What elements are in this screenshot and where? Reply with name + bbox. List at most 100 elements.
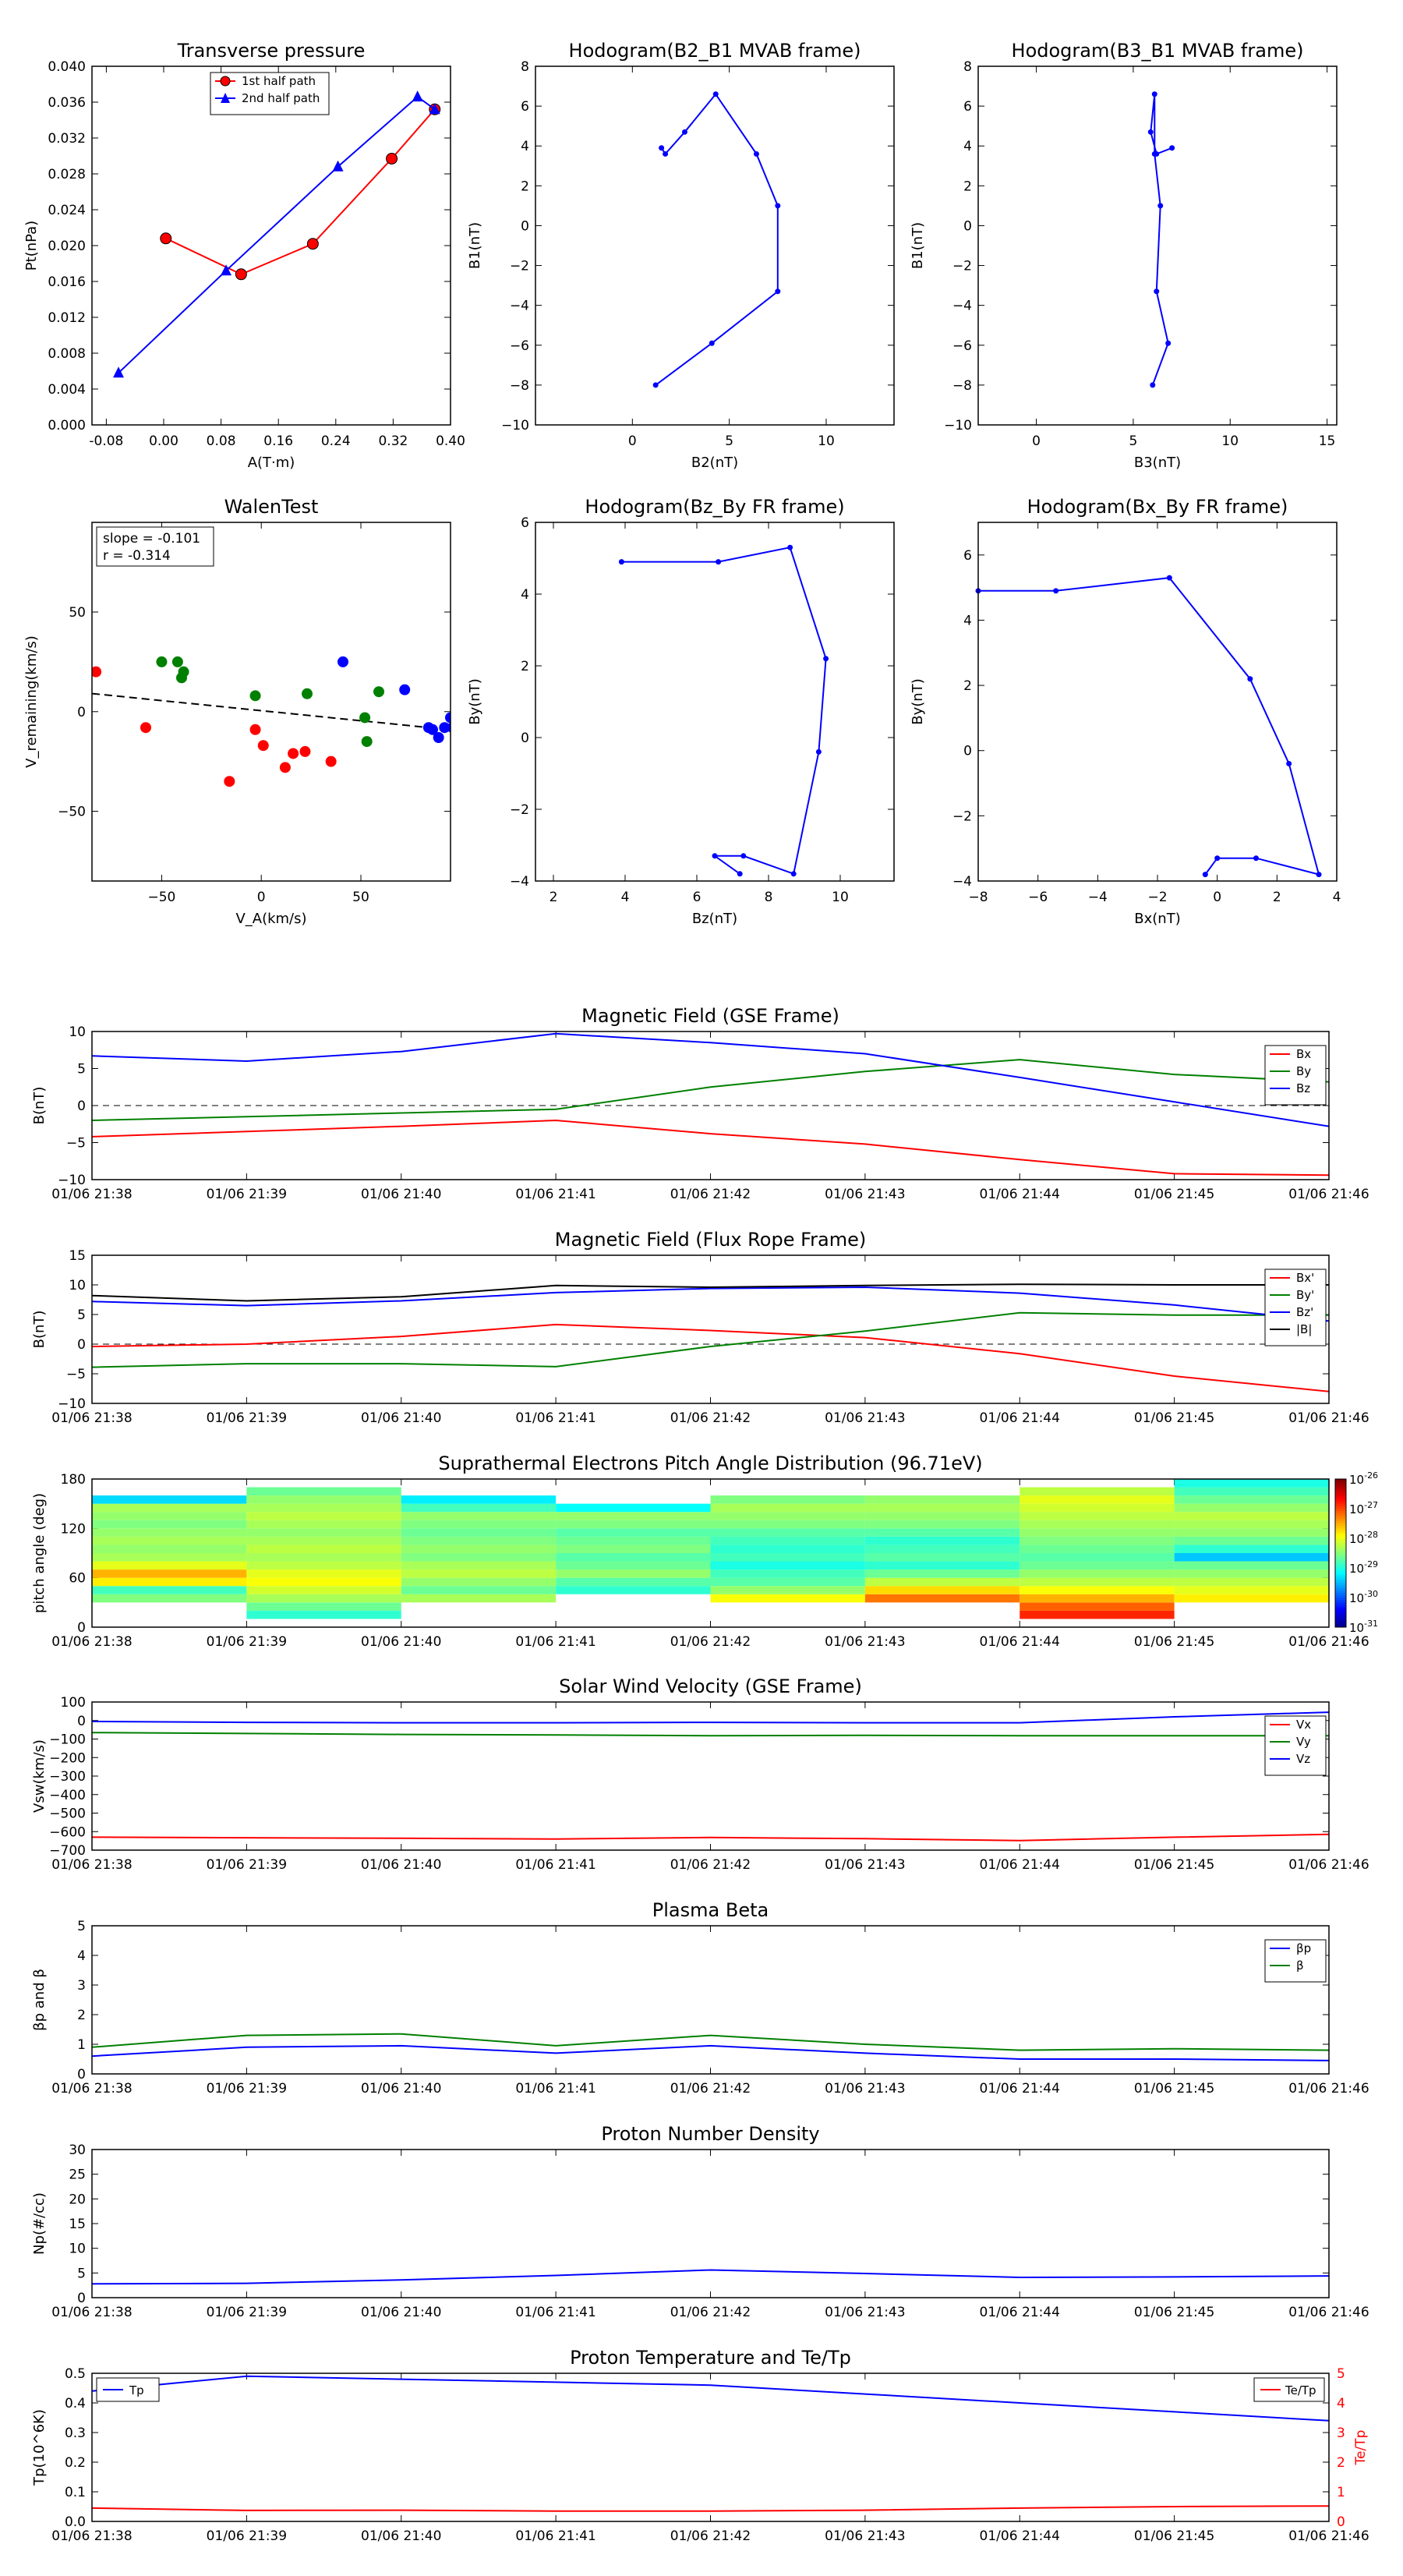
colorbar-segment (1335, 1538, 1346, 1541)
legend-box (1264, 1715, 1327, 1776)
x-tick-label: 01/06 21:44 (980, 1857, 1060, 1873)
heatmap-cell (864, 1553, 1020, 1562)
colorbar-segment (1335, 1605, 1346, 1608)
colorbar-tick-base: 10 (1349, 1502, 1364, 1516)
x-tick-label: 01/06 21:43 (825, 1410, 905, 1426)
heatmap-cell (246, 1487, 401, 1496)
heatmap-cell (556, 1520, 711, 1529)
x-tick-label: 01/06 21:45 (1134, 2081, 1214, 2097)
x-tick-label: 2 (550, 890, 558, 905)
y-tick-label: 0.5 (65, 2366, 86, 2382)
x-tick-label: 01/06 21:38 (51, 1634, 132, 1650)
chart-title: Solar Wind Velocity (GSE Frame) (559, 1675, 862, 1697)
x-tick-label: 01/06 21:38 (51, 2528, 132, 2544)
data-point (1202, 872, 1208, 878)
x-tick-label: 01/06 21:44 (980, 1410, 1060, 1426)
data-point (299, 745, 311, 757)
x-tick-label: 15 (1319, 433, 1336, 449)
y-tick-label: 0 (963, 744, 972, 759)
x-tick-label: 01/06 21:38 (51, 1410, 132, 1426)
data-point (1151, 91, 1157, 97)
data-point (92, 666, 102, 678)
y-tick-label: 8 (521, 59, 529, 75)
heatmap-cell (246, 1594, 401, 1603)
data-point (737, 871, 743, 877)
chart-title: Hodogram(Bx_By FR frame) (1027, 496, 1288, 518)
heatmap-cell (1174, 1503, 1329, 1513)
x-tick-label: 01/06 21:43 (825, 1857, 905, 1873)
heatmap-cell (556, 1561, 711, 1570)
heatmap-cell (1020, 1586, 1175, 1594)
heatmap-cell (401, 1561, 557, 1570)
fit-line (92, 692, 451, 731)
y-tick-label: 5 (77, 2266, 86, 2281)
heatmap-cell (556, 1545, 711, 1553)
data-point (412, 90, 423, 102)
y-tick-label: −50 (58, 805, 86, 820)
x-tick-label: −2 (1147, 890, 1167, 905)
y-axis-label: V_remaining(km/s) (23, 635, 40, 768)
colorbar-segment (1335, 1587, 1346, 1591)
x-tick-label: 01/06 21:40 (361, 2081, 441, 2097)
y2-axis-label: Te/Tp (1353, 2430, 1369, 2466)
colorbar-tick-base: 10 (1349, 1591, 1364, 1605)
colorbar-segment (1335, 1488, 1346, 1492)
x-tick-label: 01/06 21:45 (1134, 1187, 1214, 1202)
heatmap-cell (556, 1569, 711, 1578)
colorbar-segment (1335, 1585, 1346, 1588)
y-tick-label: 0.032 (48, 131, 86, 147)
x-tick-label: 6 (693, 890, 702, 905)
data-point (224, 776, 235, 787)
chart-title: Magnetic Field (GSE Frame) (581, 1005, 839, 1027)
plot-frame (91, 1925, 1330, 2075)
x-tick-label: 01/06 21:43 (825, 2305, 905, 2320)
data-point (712, 91, 719, 97)
x-tick-label: 01/06 21:43 (825, 1187, 905, 1202)
colorbar-segment (1335, 1575, 1346, 1579)
plot-frame (977, 65, 1338, 426)
chart-1: Hodogram(B2_B1 MVAB frame) −10 −8 −6 −4 −2 0 2 4… (467, 40, 895, 471)
colorbar-tick-base: 10 (1349, 1562, 1364, 1576)
colorbar-segment (1335, 1592, 1346, 1596)
heatmap-cell (864, 1561, 1020, 1570)
data-point (373, 686, 384, 698)
chart-3: WalenTest −50 0 50 −50 0 50 V_A(km/s) V_remainin… (23, 496, 451, 927)
colorbar-tick-label: 10-28 (1349, 1530, 1378, 1546)
y-tick-label: −600 (49, 1824, 86, 1840)
data-point (659, 145, 665, 151)
x-tick-label: 01/06 21:44 (980, 1634, 1060, 1650)
heatmap-cell (556, 1577, 711, 1587)
data-point (279, 762, 291, 773)
y-tick-label: −500 (49, 1806, 86, 1822)
y-tick-label: −4 (952, 874, 972, 890)
colorbar-tick-exponent: -31 (1364, 1619, 1378, 1629)
data-point (775, 203, 781, 209)
heatmap-cell (401, 1528, 557, 1537)
heatmap-cell (246, 1512, 401, 1520)
y2-tick-label: 3 (1337, 2426, 1345, 2441)
heatmap-cell (92, 1495, 247, 1504)
y-tick-label: 6 (963, 99, 972, 115)
legend-label: By' (1296, 1288, 1314, 1302)
plot-frame (535, 65, 895, 426)
data-point (359, 712, 371, 724)
colorbar-segment (1335, 1491, 1346, 1495)
annotation-box (96, 526, 214, 567)
x-tick-label: 01/06 21:42 (670, 2305, 751, 2320)
colorbar-segment (1335, 1481, 1346, 1484)
series-line-βp (92, 2044, 1329, 2061)
heatmap-cell (401, 1512, 557, 1520)
chart-9: Solar Wind Velocity (GSE Frame) −700 −600 −… (31, 1675, 1369, 1873)
heatmap-cell (710, 1512, 865, 1520)
annotation-text: slope = -0.101 (103, 531, 200, 547)
series-line-|B| (92, 1283, 1329, 1302)
data-point (445, 712, 451, 724)
series-line-1st half path (165, 108, 436, 275)
y-tick-label: 0 (77, 705, 86, 720)
y2-tick-label: 0 (1337, 2514, 1345, 2530)
legend-label: βp (1296, 1941, 1311, 1955)
y2-tick-label: 5 (1337, 2366, 1345, 2382)
legend-marker (220, 76, 231, 87)
legend-label: Tp (129, 2383, 144, 2397)
colorbar-segment (1335, 1617, 1346, 1620)
